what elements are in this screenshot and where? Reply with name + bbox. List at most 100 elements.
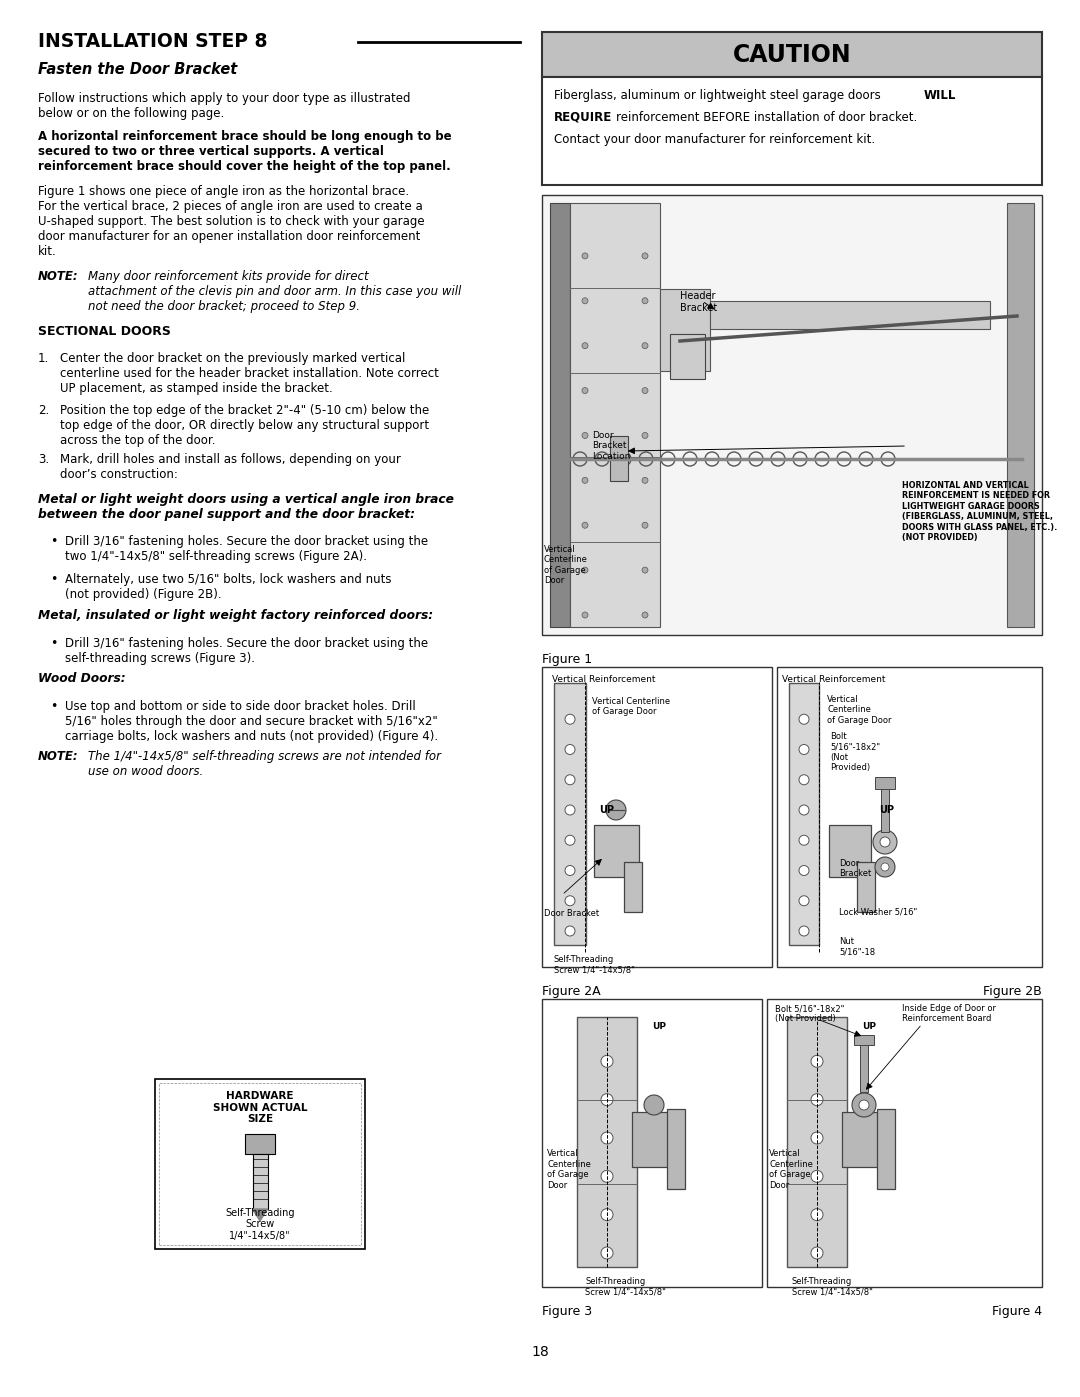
Circle shape [565,866,575,876]
Circle shape [880,837,890,847]
Text: 18: 18 [531,1345,549,1359]
Circle shape [600,1248,613,1259]
Text: Drill 3/16" fastening holes. Secure the door bracket using the
self-threading sc: Drill 3/16" fastening holes. Secure the … [65,637,428,665]
Circle shape [873,830,897,854]
Circle shape [642,567,648,573]
Circle shape [582,342,588,349]
Circle shape [582,567,588,573]
Bar [842,1112,892,1166]
Text: Self-Threading
Screw
1/4"-14x5/8": Self-Threading Screw 1/4"-14x5/8" [226,1208,295,1241]
Circle shape [799,714,809,724]
Text: Many door reinforcement kits provide for direct
attachment of the clevis pin and: Many door reinforcement kits provide for… [87,270,461,313]
Circle shape [600,1171,613,1182]
Circle shape [565,835,575,845]
Bar [542,32,1042,77]
Text: Fiberglass, aluminum or lightweight steel garage doors: Fiberglass, aluminum or lightweight stee… [554,89,885,102]
Polygon shape [253,1208,268,1221]
Text: Bolt 5/16"-18x2"
(Not Provided): Bolt 5/16"-18x2" (Not Provided) [775,1004,845,1024]
Bar [245,1134,275,1154]
Bar [542,666,772,967]
Circle shape [811,1055,823,1067]
Bar [877,1109,895,1189]
Circle shape [582,387,588,394]
Text: Self-Threading
Screw 1/4"-14x5/8": Self-Threading Screw 1/4"-14x5/8" [585,1277,666,1296]
Text: The 1/4"-14x5/8" self-threading screws are not intended for
use on wood doors.: The 1/4"-14x5/8" self-threading screws a… [87,750,441,778]
Circle shape [582,298,588,303]
Circle shape [582,612,588,617]
Circle shape [600,1094,613,1105]
Text: SECTIONAL DOORS: SECTIONAL DOORS [38,326,171,338]
Text: Vertical
Centerline
of Garage
Door: Vertical Centerline of Garage Door [769,1150,813,1190]
Text: Position the top edge of the bracket 2"-4" (5-10 cm) below the
top edge of the d: Position the top edge of the bracket 2"-… [60,404,429,447]
Bar [550,203,570,627]
Circle shape [799,835,809,845]
Text: UP: UP [599,805,615,814]
Text: Metal, insulated or light weight factory reinforced doors:: Metal, insulated or light weight factory… [38,609,433,622]
Bar [875,777,895,789]
Text: WILL: WILL [924,89,957,102]
Circle shape [565,895,575,905]
Text: Figure 1 shows one piece of angle iron as the horizontal brace.
For the vertical: Figure 1 shows one piece of angle iron a… [38,184,424,258]
Text: •: • [50,637,57,650]
Text: Figure 1: Figure 1 [542,652,592,666]
Circle shape [799,775,809,785]
Text: Mark, drill holes and install as follows, depending on your
door’s construction:: Mark, drill holes and install as follows… [60,453,401,481]
Bar [542,77,1042,184]
Text: Door Bracket: Door Bracket [544,909,599,918]
Bar [710,300,990,330]
Circle shape [875,856,895,877]
Bar [777,666,1042,967]
Text: Door
Bracket
Location: Door Bracket Location [592,432,631,461]
Circle shape [811,1132,823,1144]
Circle shape [811,1171,823,1182]
Bar [670,334,705,379]
Circle shape [852,1092,876,1118]
Text: Figure 2B: Figure 2B [983,985,1042,997]
Text: NOTE:: NOTE: [38,750,79,763]
Text: Vertical
Centerline
of Garage
Door: Vertical Centerline of Garage Door [546,1150,591,1190]
Circle shape [565,745,575,754]
Text: Figure 2A: Figure 2A [542,985,600,997]
Bar [159,1083,361,1245]
Circle shape [565,714,575,724]
Text: Vertical
Centerline
of Garage
Door: Vertical Centerline of Garage Door [544,545,588,585]
Text: Self-Threading
Screw 1/4"-14x5/8": Self-Threading Screw 1/4"-14x5/8" [792,1277,873,1296]
Text: UP: UP [652,1023,666,1031]
Text: Vertical Reinforcement: Vertical Reinforcement [782,675,886,685]
Text: NOTE:: NOTE: [38,270,79,284]
Circle shape [582,253,588,258]
Circle shape [642,253,648,258]
Bar [542,196,1042,636]
Text: A horizontal reinforcement brace should be long enough to be
secured to two or t: A horizontal reinforcement brace should … [38,130,451,173]
Text: Self-Threading
Screw 1/4"-14x5/8": Self-Threading Screw 1/4"-14x5/8" [554,956,635,974]
Text: INSTALLATION STEP 8: INSTALLATION STEP 8 [38,32,268,52]
Text: Wood Doors:: Wood Doors: [38,672,125,685]
Circle shape [565,775,575,785]
Bar [570,203,660,627]
Text: Vertical Centerline
of Garage Door: Vertical Centerline of Garage Door [592,697,670,717]
Circle shape [642,612,648,617]
Circle shape [642,342,648,349]
Circle shape [642,522,648,528]
Text: HORIZONTAL AND VERTICAL
REINFORCEMENT IS NEEDED FOR
LIGHTWEIGHT GARAGE DOORS
(FI: HORIZONTAL AND VERTICAL REINFORCEMENT IS… [902,481,1057,542]
Bar [1007,203,1034,627]
Circle shape [600,1055,613,1067]
Text: Contact your door manufacturer for reinforcement kit.: Contact your door manufacturer for reinf… [554,133,875,147]
Text: Door
Bracket: Door Bracket [839,859,872,879]
Circle shape [565,805,575,814]
Circle shape [582,478,588,483]
Text: Bolt
5/16"-18x2"
(Not
Provided): Bolt 5/16"-18x2" (Not Provided) [831,732,880,773]
Bar [667,1109,685,1189]
Bar [632,1112,681,1166]
Circle shape [811,1208,823,1221]
Text: Inside Edge of Door or
Reinforcement Board: Inside Edge of Door or Reinforcement Boa… [902,1004,996,1024]
Circle shape [582,433,588,439]
Circle shape [642,298,648,303]
Bar [624,862,642,912]
Text: HARDWARE
SHOWN ACTUAL
SIZE: HARDWARE SHOWN ACTUAL SIZE [213,1091,307,1125]
Text: 2.: 2. [38,404,50,416]
Text: Header
Bracket: Header Bracket [680,291,717,313]
Circle shape [799,895,809,905]
Bar [156,1078,365,1249]
Bar [554,683,586,944]
